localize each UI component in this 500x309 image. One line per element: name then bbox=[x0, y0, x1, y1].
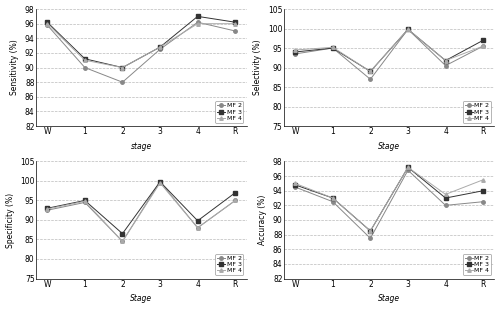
MF 4 bbox=[292, 182, 298, 185]
MF 3 bbox=[157, 180, 163, 184]
Line: MF 2: MF 2 bbox=[294, 28, 485, 81]
MF 3 bbox=[442, 59, 448, 62]
X-axis label: Stage: Stage bbox=[378, 294, 400, 303]
MF 4 bbox=[368, 70, 374, 73]
MF 2 bbox=[330, 200, 336, 204]
MF 2 bbox=[120, 239, 126, 243]
MF 3 bbox=[292, 183, 298, 187]
MF 3 bbox=[405, 166, 411, 169]
Y-axis label: Specificity (%): Specificity (%) bbox=[6, 193, 15, 248]
MF 4 bbox=[157, 45, 163, 49]
MF 3 bbox=[442, 196, 448, 200]
MF 2 bbox=[82, 66, 88, 70]
MF 3 bbox=[368, 229, 374, 233]
X-axis label: stage: stage bbox=[130, 142, 152, 151]
MF 4 bbox=[120, 66, 126, 70]
X-axis label: Stage: Stage bbox=[130, 294, 152, 303]
Line: MF 3: MF 3 bbox=[294, 28, 485, 73]
Y-axis label: Accuracy (%): Accuracy (%) bbox=[258, 195, 267, 245]
MF 4 bbox=[442, 193, 448, 196]
MF 4 bbox=[157, 181, 163, 185]
MF 2 bbox=[194, 20, 200, 24]
MF 3 bbox=[44, 206, 51, 210]
MF 2 bbox=[44, 23, 51, 27]
Line: MF 2: MF 2 bbox=[294, 168, 485, 240]
MF 4 bbox=[442, 59, 448, 62]
MF 3 bbox=[194, 219, 200, 222]
MF 2 bbox=[480, 44, 486, 48]
MF 4 bbox=[44, 207, 51, 211]
MF 3 bbox=[44, 20, 51, 24]
Line: MF 4: MF 4 bbox=[294, 166, 485, 233]
MF 4 bbox=[330, 196, 336, 200]
MF 2 bbox=[442, 64, 448, 67]
Line: MF 2: MF 2 bbox=[46, 180, 237, 243]
Line: MF 2: MF 2 bbox=[46, 20, 237, 84]
MF 2 bbox=[157, 47, 163, 51]
Line: MF 4: MF 4 bbox=[294, 28, 485, 73]
MF 2 bbox=[82, 201, 88, 204]
MF 2 bbox=[368, 78, 374, 81]
MF 2 bbox=[292, 52, 298, 56]
MF 4 bbox=[292, 48, 298, 52]
MF 3 bbox=[330, 196, 336, 200]
MF 4 bbox=[82, 58, 88, 62]
MF 4 bbox=[194, 226, 200, 230]
MF 3 bbox=[82, 57, 88, 61]
Y-axis label: Sensitivity (%): Sensitivity (%) bbox=[10, 40, 20, 95]
MF 3 bbox=[330, 46, 336, 50]
MF 3 bbox=[480, 189, 486, 193]
MF 4 bbox=[330, 45, 336, 49]
MF 4 bbox=[480, 178, 486, 182]
MF 2 bbox=[330, 46, 336, 50]
MF 2 bbox=[120, 80, 126, 84]
MF 2 bbox=[292, 185, 298, 189]
Legend: MF 2, MF 3, MF 4: MF 2, MF 3, MF 4 bbox=[216, 101, 244, 123]
MF 2 bbox=[368, 236, 374, 240]
Y-axis label: Selectivity (%): Selectivity (%) bbox=[254, 40, 262, 95]
Line: MF 3: MF 3 bbox=[46, 15, 237, 69]
MF 2 bbox=[232, 29, 238, 33]
MF 3 bbox=[120, 232, 126, 235]
MF 2 bbox=[194, 226, 200, 230]
MF 3 bbox=[292, 50, 298, 54]
MF 4 bbox=[82, 199, 88, 203]
MF 2 bbox=[442, 204, 448, 207]
MF 2 bbox=[405, 168, 411, 172]
Line: MF 3: MF 3 bbox=[46, 180, 237, 235]
Line: MF 4: MF 4 bbox=[46, 22, 237, 69]
MF 2 bbox=[405, 28, 411, 31]
MF 3 bbox=[157, 45, 163, 49]
MF 2 bbox=[44, 208, 51, 212]
MF 4 bbox=[194, 22, 200, 26]
MF 4 bbox=[232, 22, 238, 26]
MF 3 bbox=[232, 191, 238, 195]
Legend: MF 2, MF 3, MF 4: MF 2, MF 3, MF 4 bbox=[463, 254, 492, 275]
MF 3 bbox=[120, 66, 126, 70]
MF 4 bbox=[405, 28, 411, 31]
MF 2 bbox=[480, 200, 486, 204]
Legend: MF 2, MF 3, MF 4: MF 2, MF 3, MF 4 bbox=[463, 101, 492, 123]
MF 4 bbox=[232, 199, 238, 202]
MF 3 bbox=[232, 20, 238, 24]
Line: MF 3: MF 3 bbox=[294, 166, 485, 233]
MF 2 bbox=[157, 180, 163, 184]
MF 4 bbox=[405, 166, 411, 169]
X-axis label: Stage: Stage bbox=[378, 142, 400, 151]
Line: MF 4: MF 4 bbox=[46, 181, 237, 243]
MF 3 bbox=[82, 199, 88, 202]
MF 3 bbox=[480, 38, 486, 42]
MF 3 bbox=[194, 15, 200, 18]
MF 2 bbox=[232, 199, 238, 202]
MF 4 bbox=[480, 44, 486, 48]
MF 4 bbox=[120, 239, 126, 243]
MF 4 bbox=[368, 229, 374, 233]
Legend: MF 2, MF 3, MF 4: MF 2, MF 3, MF 4 bbox=[216, 254, 244, 275]
MF 4 bbox=[44, 22, 51, 26]
MF 3 bbox=[405, 28, 411, 31]
MF 3 bbox=[368, 70, 374, 73]
